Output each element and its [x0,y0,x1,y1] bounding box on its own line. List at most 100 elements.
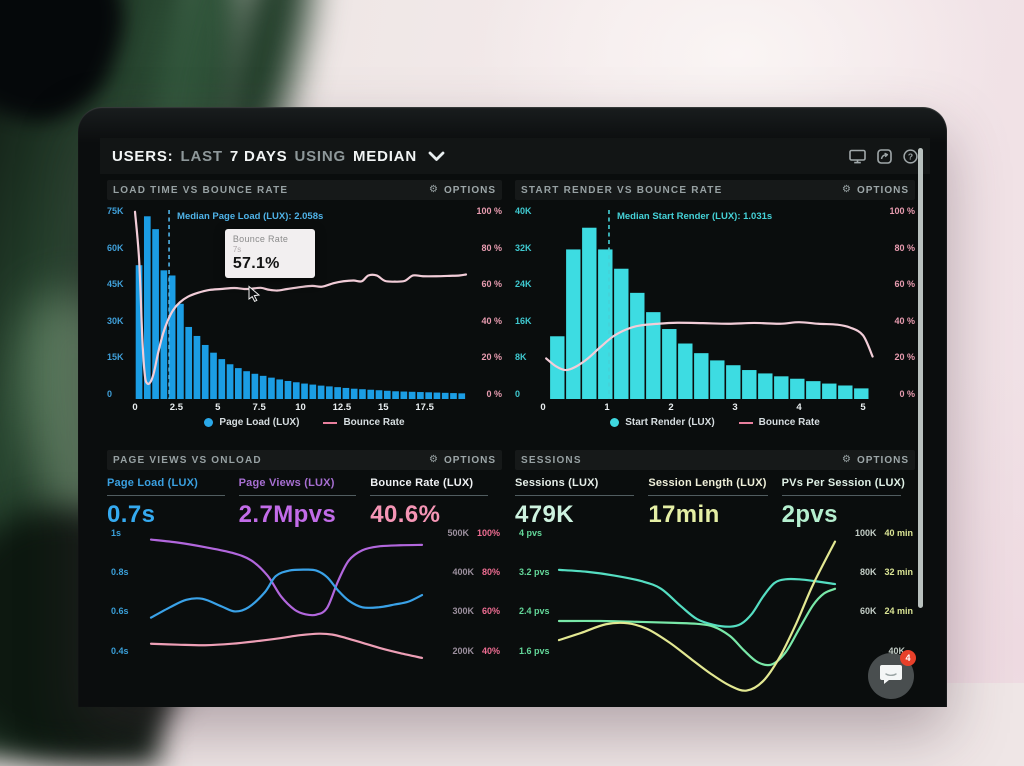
load-time-histogram[interactable]: Median Page Load (LUX): 2.058s Bounce Ra… [132,206,468,413]
median-annotation: Median Start Render (LUX): 1.031s [616,211,773,222]
y-axis-left: 4 pvs 3.2 pvs 2.4 pvs 1.6 pvs [515,528,559,702]
mini-chart-area: 1s 0.8s 0.6s 0.4s 500K 100% 400K 80% 300K 60% 200… [107,528,502,702]
metric-sessions: Sessions (LUX) 479K [515,477,648,529]
options-button[interactable]: ⚙ OPTIONS [429,454,496,466]
line-swatch [738,421,753,424]
axis-label-row: 400K 80% [452,567,500,577]
tick-label: 0 [540,402,546,413]
share-icon[interactable] [877,148,892,164]
tick-label: 2 [668,402,674,413]
options-button[interactable]: ⚙ OPTIONS [842,184,909,196]
gear-icon: ⚙ [842,454,852,465]
chart-legend: Page Load (LUX) Bounce Rate [107,417,502,428]
divider [648,495,768,496]
axis-label: 40K [888,645,905,656]
metric-pvs-per-session: PVs Per Session (LUX) 2pvs [781,477,906,528]
gear-icon: ⚙ [842,184,852,195]
metric-page-views: Page Views (LUX) 2.7Mpvs [238,477,371,529]
axis-label: 200K [452,645,474,656]
axis-label: 24 min [884,606,913,617]
tick-label: 5 [860,402,866,413]
chart-legend: Start Render (LUX) Bounce Rate [515,417,915,428]
chat-widget-button[interactable]: 4 [868,650,916,699]
axis-label: 0.4s [111,645,129,656]
axis-label: 40K [515,206,532,216]
display-icon[interactable] [849,149,866,164]
title-using: USING [294,147,346,165]
panel-title: LOAD TIME VS BOUNCE RATE [113,184,289,196]
options-button[interactable]: ⚙ OPTIONS [429,184,496,196]
median-annotation: Median Page Load (LUX): 2.058s [177,211,324,222]
help-icon[interactable]: ? [903,148,918,164]
tick-label: 4 [796,402,802,413]
topbar-icons: ? [849,148,918,164]
dashboard-screen: USERS: LAST 7 DAYS USING MEDIAN ? [100,138,930,707]
line-swatch [323,421,338,424]
tick-label: 10 [295,402,306,413]
gear-icon: ⚙ [429,184,439,195]
axis-label: 0.6s [111,606,129,617]
chevron-down-icon[interactable] [428,151,445,162]
axis-label-row: 40K [888,646,913,656]
y-axis-left: 1s 0.8s 0.6s 0.4s [107,528,151,702]
laptop: USERS: LAST 7 DAYS USING MEDIAN ? [78,107,947,707]
chart-area: 75K 60K 45K 30K 15K 0 Median Page Load (LUX):… [107,206,502,413]
start-render-histogram[interactable]: Median Start Render (LUX): 1.031s 0 1 2 3 4 5 [540,206,879,413]
axis-label: 100 % [476,206,502,216]
divider [515,495,635,496]
panel-title: START RENDER VS BOUNCE RATE [521,184,723,196]
tick-label: 5 [215,402,221,413]
title-users: USERS: [112,147,174,165]
axis-label: 45K [107,279,124,290]
metric-session-length: Session Length (LUX) 17min [648,477,768,528]
tick-label: 3 [732,402,738,413]
axis-label: 0 % [486,388,502,399]
divider [238,495,357,496]
tick-label: 1 [604,402,610,413]
legend-bounce-rate[interactable]: Bounce Rate [738,417,820,428]
legend-page-load[interactable]: Page Load (LUX) [204,417,299,428]
panel-page-views-vs-onload: PAGE VIEWS VS ONLOAD ⚙ OPTIONS Page Load… [107,450,502,702]
metric-bounce-rate: Bounce Rate (LUX) 40.6% [370,477,502,529]
axis-label: 24K [515,279,532,290]
axis-label-row: 200K 40% [452,646,500,656]
tick-label: 15 [377,402,389,413]
panel-sessions: SESSIONS ⚙ OPTIONS Sessions (LUX) 479K S… [515,450,915,702]
panel-header: PAGE VIEWS VS ONLOAD ⚙ OPTIONS [107,450,502,470]
axis-label: 60K [859,606,877,617]
axis-label: 2.4 pvs [519,606,550,617]
axis-label: 32 min [884,567,913,578]
axis-label: 40% [481,645,500,656]
x-axis-ticks: 0 1 2 3 4 5 [540,399,879,413]
legend-start-render[interactable]: Start Render (LUX) [610,417,715,428]
chart-svg [557,540,837,692]
axis-label: 0 [515,388,521,399]
panel-load-time-vs-bounce-rate: LOAD TIME VS BOUNCE RATE ⚙ OPTIONS 75K 60… [107,180,502,428]
chart-area: 40K 32K 24K 16K 8K 0 Median Start Render (LUX… [515,206,915,413]
dot-swatch [610,418,620,427]
scrollbar-thumb[interactable] [918,148,923,608]
tick-label: 7.5 [252,402,266,413]
options-button[interactable]: ⚙ OPTIONS [842,454,909,466]
title-median: MEDIAN [352,147,417,165]
axis-label: 75K [107,206,124,216]
dashboard-topbar: USERS: LAST 7 DAYS USING MEDIAN ? [100,138,930,174]
axis-label: 80% [481,567,500,578]
axis-label: 80 % [481,242,502,253]
panel-start-render-vs-bounce-rate: START RENDER VS BOUNCE RATE ⚙ OPTIONS 40… [515,180,915,428]
page-views-onload-chart[interactable] [149,532,424,702]
axis-label: 40 min [884,528,913,538]
page-title: USERS: LAST 7 DAYS USING MEDIAN [112,148,445,165]
axis-label: 0 [107,388,113,399]
axis-label-row: 500K 100% [447,528,500,538]
y-axis-right: 100 % 80 % 60 % 40 % 20 % 0 % [466,206,502,399]
sessions-chart[interactable] [557,532,837,702]
axis-label: 16K [515,315,532,326]
axis-label: 60K [107,242,124,253]
legend-bounce-rate[interactable]: Bounce Rate [323,417,405,428]
axis-label: 30K [107,315,124,326]
axis-label-row: 80K 32 min [860,567,913,577]
axis-label: 60 % [894,279,915,290]
title-days: 7 DAYS [229,147,288,165]
tick-label: 0 [132,402,138,413]
